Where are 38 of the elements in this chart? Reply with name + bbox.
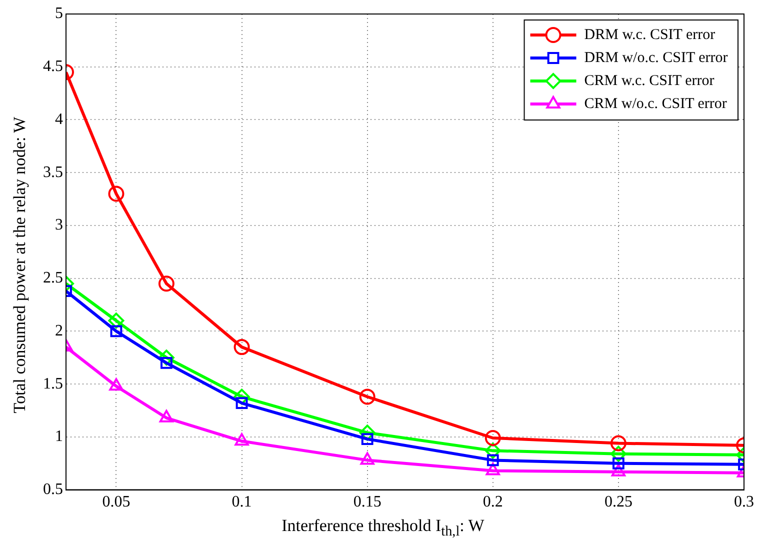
y-tick-label: 3 bbox=[55, 216, 63, 234]
y-axis-title: Total consumed power at the relay node: W bbox=[10, 116, 30, 416]
x-tick-label: 0.2 bbox=[482, 494, 503, 511]
y-tick-label: 4.5 bbox=[43, 58, 63, 76]
point bbox=[108, 186, 124, 202]
y-tick-label: 2 bbox=[55, 322, 63, 340]
legend-label: CRM w.c. CSIT error bbox=[584, 72, 714, 89]
legend-label: CRM w/o.c. CSIT error bbox=[584, 96, 727, 112]
point bbox=[486, 454, 499, 466]
y-tick-label: 5 bbox=[55, 5, 63, 22]
point bbox=[612, 457, 624, 470]
point bbox=[236, 397, 248, 410]
y-tick-label: 4 bbox=[55, 110, 63, 128]
point bbox=[610, 435, 626, 452]
point bbox=[158, 350, 174, 366]
legend-label: DRM w/o.c. CSIT error bbox=[584, 50, 728, 66]
point bbox=[359, 424, 376, 441]
x-tick-label: 0.25 bbox=[604, 494, 632, 511]
point bbox=[110, 325, 122, 338]
point bbox=[610, 446, 626, 462]
y-tick-label: 2.5 bbox=[43, 270, 63, 287]
point bbox=[108, 312, 124, 329]
point bbox=[234, 339, 250, 356]
point bbox=[158, 276, 174, 292]
y-tick-label: 1.5 bbox=[43, 375, 63, 392]
y-tick-label: 3.5 bbox=[43, 164, 63, 181]
x-tick-label: 0.05 bbox=[102, 494, 130, 511]
x-axis-title: Interference threshold I$_{th,l}$: W bbox=[280, 516, 486, 540]
y-tick-label: 0.5 bbox=[43, 481, 63, 498]
point bbox=[234, 388, 250, 405]
point bbox=[484, 430, 501, 446]
y-tick-label: 1 bbox=[55, 428, 63, 446]
x-tick-label: 0.3 bbox=[734, 494, 754, 511]
x-tick-label: 0.1 bbox=[232, 494, 252, 511]
point bbox=[359, 388, 376, 405]
legend-label: DRM w.c. CSIT error bbox=[584, 26, 716, 43]
x-tick-label: 0.15 bbox=[353, 494, 382, 511]
point bbox=[484, 442, 501, 459]
